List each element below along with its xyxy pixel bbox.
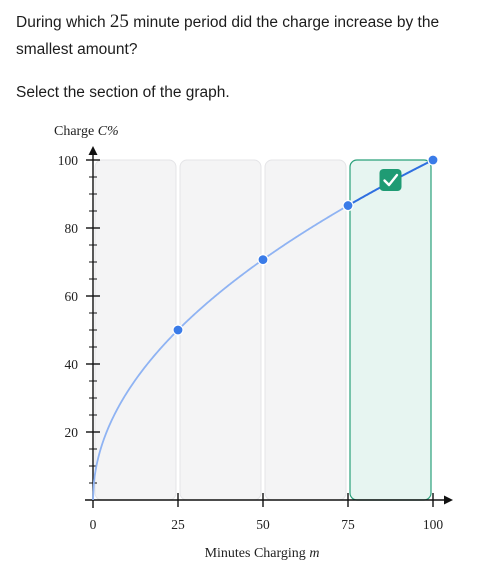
y-tick-label: 100: [58, 153, 79, 168]
graph-section-50-75[interactable]: [264, 159, 347, 501]
x-tick-label: 25: [171, 517, 185, 532]
x-axis-arrow-icon: [444, 495, 453, 505]
sections-layer: [94, 159, 432, 501]
y-axis-label: Charge C%: [54, 124, 119, 139]
y-axis-arrow-icon: [88, 146, 98, 155]
x-tick-label: 100: [423, 517, 444, 532]
question-text: During which 25 minute period did the ch…: [16, 11, 440, 58]
points-layer: [172, 154, 439, 336]
y-tick-label: 20: [65, 425, 79, 440]
axes-layer: 20 40 60 80 100 0 25 50 75 100: [58, 146, 453, 532]
y-tick-label: 60: [65, 289, 79, 304]
data-point: [172, 324, 184, 336]
charge-curve: [92, 204, 349, 501]
y-tick-label: 40: [65, 357, 79, 372]
graph-section-75-100[interactable]: [349, 159, 432, 501]
graph-section-25-50[interactable]: [179, 159, 262, 501]
instruction-text: Select the section of the graph.: [16, 84, 230, 101]
x-axis-label: Minutes Charging m: [205, 546, 320, 561]
y-tick-label: 80: [65, 221, 79, 236]
data-point: [342, 199, 354, 212]
x-tick-label: 50: [256, 517, 270, 532]
check-badge: [379, 169, 402, 191]
check-icon: [383, 173, 399, 187]
x-tick-label: 0: [90, 517, 97, 532]
x-tick-label: 75: [341, 517, 355, 532]
graph-section-0-25[interactable]: [94, 159, 177, 501]
math-value: 25: [109, 11, 129, 32]
badge-layer: [379, 169, 402, 191]
data-point: [257, 254, 269, 266]
data-point: [427, 154, 439, 166]
